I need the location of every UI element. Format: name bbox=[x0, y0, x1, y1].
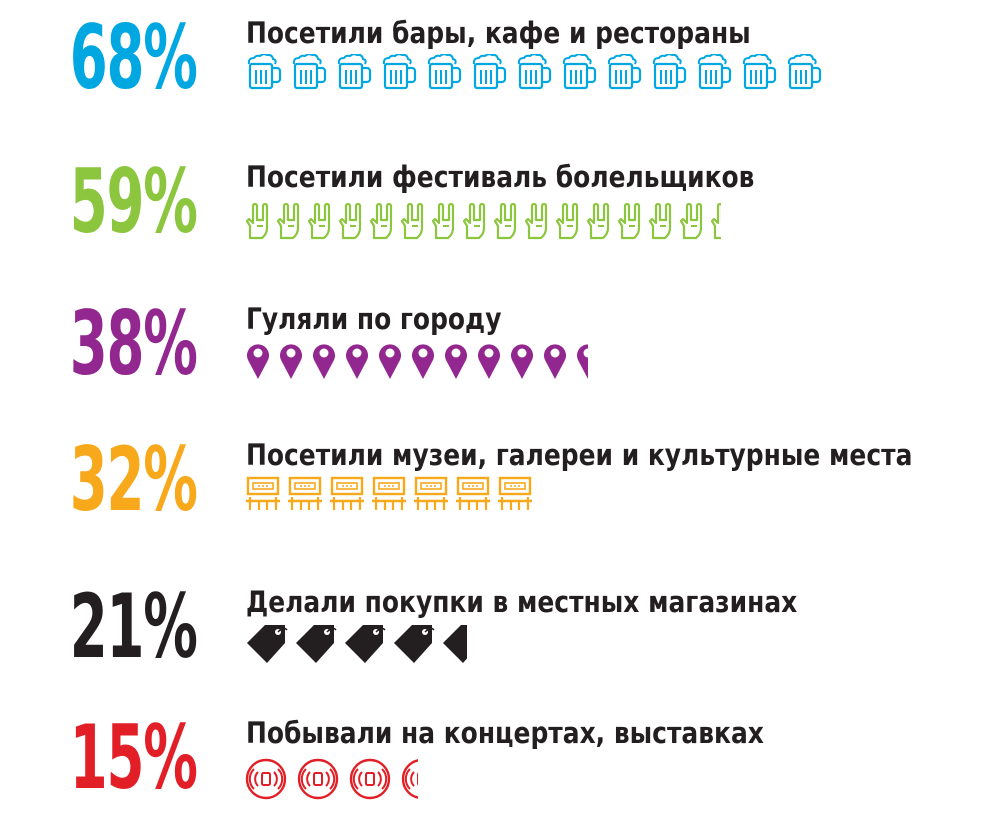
icon-strip bbox=[245, 198, 724, 240]
icon-strip bbox=[245, 623, 472, 667]
percent-value: 68% bbox=[70, 6, 198, 109]
beer-mug-icon bbox=[650, 54, 688, 92]
stat-label: Посетили музеи, галереи и культурные мес… bbox=[246, 438, 913, 472]
beer-mug-icon bbox=[515, 54, 553, 92]
map-pin-icon bbox=[509, 340, 535, 380]
museum-bench-icon bbox=[413, 476, 449, 512]
map-pin-icon bbox=[410, 340, 436, 380]
speaker-icon bbox=[297, 758, 339, 800]
rock-hand-icon bbox=[276, 202, 304, 240]
stat-row-bars: 68% Посетили бары, кафе и рестораны bbox=[0, 14, 982, 134]
stat-label: Побывали на концертах, выставках bbox=[246, 716, 764, 750]
museum-bench-icon bbox=[245, 476, 281, 512]
price-tag-icon bbox=[245, 623, 289, 667]
percent-value: 59% bbox=[70, 150, 198, 253]
museum-bench-icon bbox=[497, 476, 533, 512]
rock-hand-icon bbox=[245, 202, 273, 240]
stat-label: Посетили фестиваль болельщиков bbox=[246, 160, 755, 194]
rock-hand-icon bbox=[462, 202, 490, 240]
rock-hand-icon bbox=[431, 202, 459, 240]
percent-value: 21% bbox=[70, 575, 198, 678]
rock-hand-icon bbox=[493, 202, 521, 240]
icon-strip bbox=[245, 476, 539, 512]
map-pin-icon bbox=[443, 340, 469, 380]
museum-bench-icon bbox=[329, 476, 365, 512]
rock-hand-icon bbox=[710, 202, 721, 240]
rock-hand-icon bbox=[679, 202, 707, 240]
speaker-icon bbox=[245, 758, 287, 800]
percent-value: 15% bbox=[70, 706, 198, 809]
museum-bench-icon bbox=[287, 476, 323, 512]
beer-mug-icon bbox=[740, 54, 778, 92]
price-tag-icon bbox=[441, 623, 467, 667]
price-tag-icon bbox=[294, 623, 338, 667]
speaker-icon bbox=[401, 758, 418, 800]
icon-strip bbox=[245, 754, 428, 800]
stat-label: Посетили бары, кафе и рестораны bbox=[246, 16, 751, 50]
beer-mug-icon bbox=[605, 54, 643, 92]
beer-mug-icon bbox=[695, 54, 733, 92]
map-pin-icon bbox=[311, 340, 337, 380]
museum-bench-icon bbox=[371, 476, 407, 512]
beer-mug-icon bbox=[380, 54, 418, 92]
beer-mug-icon bbox=[335, 54, 373, 92]
map-pin-icon bbox=[377, 340, 403, 380]
percent-value: 32% bbox=[70, 428, 198, 531]
beer-mug-icon bbox=[560, 54, 598, 92]
beer-mug-icon bbox=[290, 54, 328, 92]
rock-hand-icon bbox=[555, 202, 583, 240]
stat-row-concerts: 15% Побывали на концертах, выставках bbox=[0, 714, 982, 834]
museum-bench-icon bbox=[455, 476, 491, 512]
stat-row-fan-fest: 59% Посетили фестиваль болельщиков bbox=[0, 158, 982, 278]
rock-hand-icon bbox=[307, 202, 335, 240]
stat-row-museums: 32% Посетили музеи, галереи и культурные… bbox=[0, 436, 982, 556]
beer-mug-icon bbox=[425, 54, 463, 92]
beer-mug-icon bbox=[785, 54, 823, 92]
rock-hand-icon bbox=[524, 202, 552, 240]
rock-hand-icon bbox=[648, 202, 676, 240]
beer-mug-icon bbox=[245, 54, 283, 92]
map-pin-icon bbox=[476, 340, 502, 380]
stat-row-shopping: 21% Делали покупки в местных магазинах bbox=[0, 583, 982, 703]
icon-strip bbox=[245, 340, 595, 380]
map-pin-icon bbox=[278, 340, 304, 380]
rock-hand-icon bbox=[617, 202, 645, 240]
map-pin-icon bbox=[245, 340, 271, 380]
map-pin-icon bbox=[575, 340, 588, 380]
rock-hand-icon bbox=[400, 202, 428, 240]
map-pin-icon bbox=[542, 340, 568, 380]
price-tag-icon bbox=[392, 623, 436, 667]
beer-mug-icon bbox=[470, 54, 508, 92]
map-pin-icon bbox=[344, 340, 370, 380]
rock-hand-icon bbox=[586, 202, 614, 240]
stat-row-city-walk: 38% Гуляли по городу bbox=[0, 300, 982, 420]
percent-value: 38% bbox=[70, 292, 198, 395]
stat-label: Делали покупки в местных магазинах bbox=[246, 585, 798, 619]
rock-hand-icon bbox=[338, 202, 366, 240]
speaker-icon bbox=[349, 758, 391, 800]
price-tag-icon bbox=[343, 623, 387, 667]
stat-label: Гуляли по городу bbox=[246, 302, 502, 336]
icon-strip bbox=[245, 54, 830, 92]
rock-hand-icon bbox=[369, 202, 397, 240]
